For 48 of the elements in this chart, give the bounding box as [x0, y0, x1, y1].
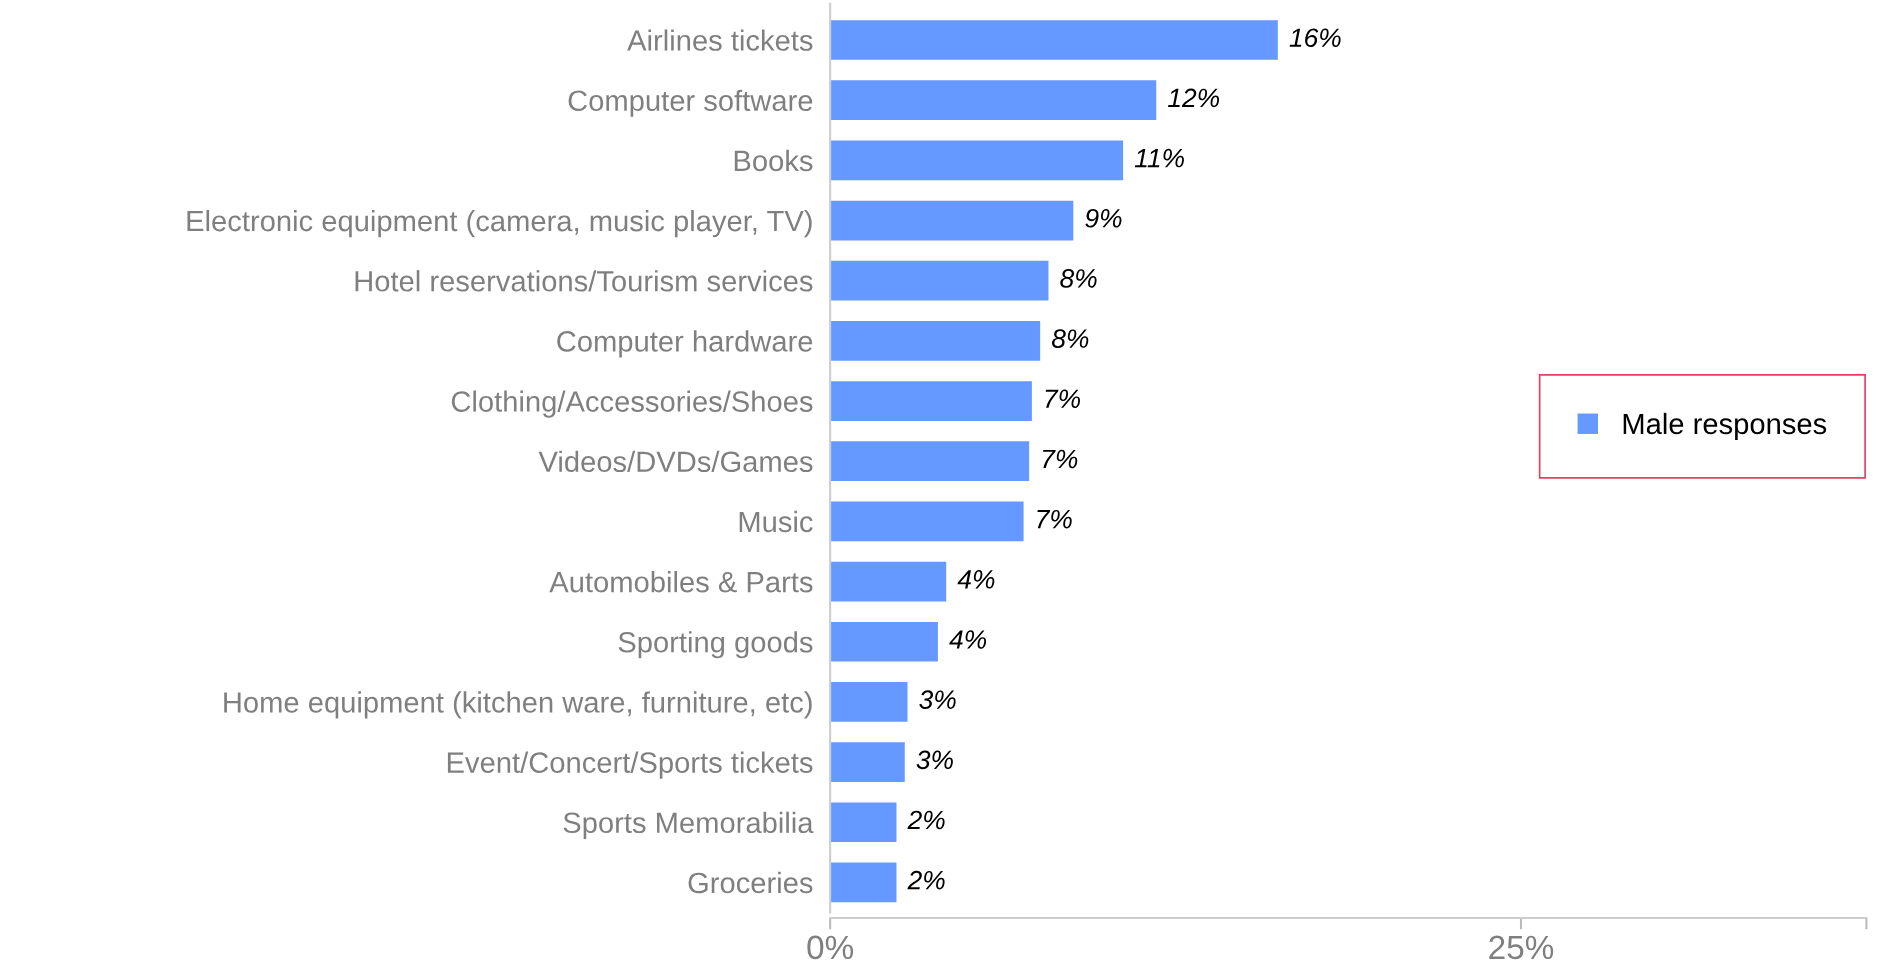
bar: [830, 441, 1030, 482]
bar: [830, 802, 897, 843]
y-tick-label: Videos/DVDs/Games: [538, 450, 813, 473]
bar: [830, 200, 1074, 241]
y-tick-label: Computer hardware: [557, 330, 813, 358]
data-label: 8%: [1051, 329, 1089, 348]
data-label: 7%: [1037, 509, 1072, 529]
data-label: 8%: [1060, 269, 1097, 288]
bar: [830, 381, 1032, 421]
y-tick-label: Groceries: [688, 871, 813, 894]
data-label: 3%: [916, 750, 953, 770]
bar: [830, 321, 1041, 361]
bar: [830, 742, 905, 782]
bar: [830, 862, 897, 903]
bar: [830, 501, 1024, 542]
bar: [830, 260, 1049, 301]
bar: [830, 80, 1157, 121]
y-tick-label: Automobiles & Parts: [549, 571, 813, 593]
x-tick-label: 25%: [1489, 935, 1554, 960]
data-label: 9%: [1085, 208, 1122, 228]
data-label: 4%: [957, 570, 995, 589]
y-tick-label: Sports Memorabilia: [563, 811, 814, 839]
y-tick-label: Electronic equipment (camera, music player, TV): [187, 209, 812, 238]
data-label: 11%: [1134, 148, 1184, 168]
y-tick-label: Music: [739, 510, 813, 533]
data-label: 2%: [907, 810, 945, 830]
y-tick-label: Computer software: [568, 89, 813, 117]
bar: [830, 20, 1278, 60]
y-tick-label: Home equipment (kitchen ware, furniture, etc): [224, 691, 812, 719]
data-label: 12%: [1168, 88, 1220, 108]
y-tick-label: Sporting goods: [618, 631, 813, 659]
y-tick-label: Airlines tickets: [627, 29, 813, 51]
bar: [830, 140, 1124, 181]
data-label: 16%: [1289, 28, 1341, 48]
bar: [830, 561, 947, 602]
data-label: 7%: [1045, 389, 1080, 409]
bar: [830, 621, 938, 662]
y-tick-label: Books: [734, 149, 813, 172]
y-tick-label: Clothing/Accessories/Shoes: [451, 390, 813, 418]
data-label: 3%: [919, 690, 956, 709]
y-tick-label: Event/Concert/Sports tickets: [447, 751, 813, 779]
data-label: 7%: [1042, 449, 1078, 469]
bar: [830, 682, 908, 722]
data-label: 2%: [907, 870, 945, 890]
legend-label: Male responses: [1623, 412, 1827, 441]
data-label: 4%: [949, 630, 987, 649]
y-tick-label: Hotel reservations/Tourism services: [355, 270, 813, 292]
x-tick-label: 0%: [807, 935, 854, 960]
